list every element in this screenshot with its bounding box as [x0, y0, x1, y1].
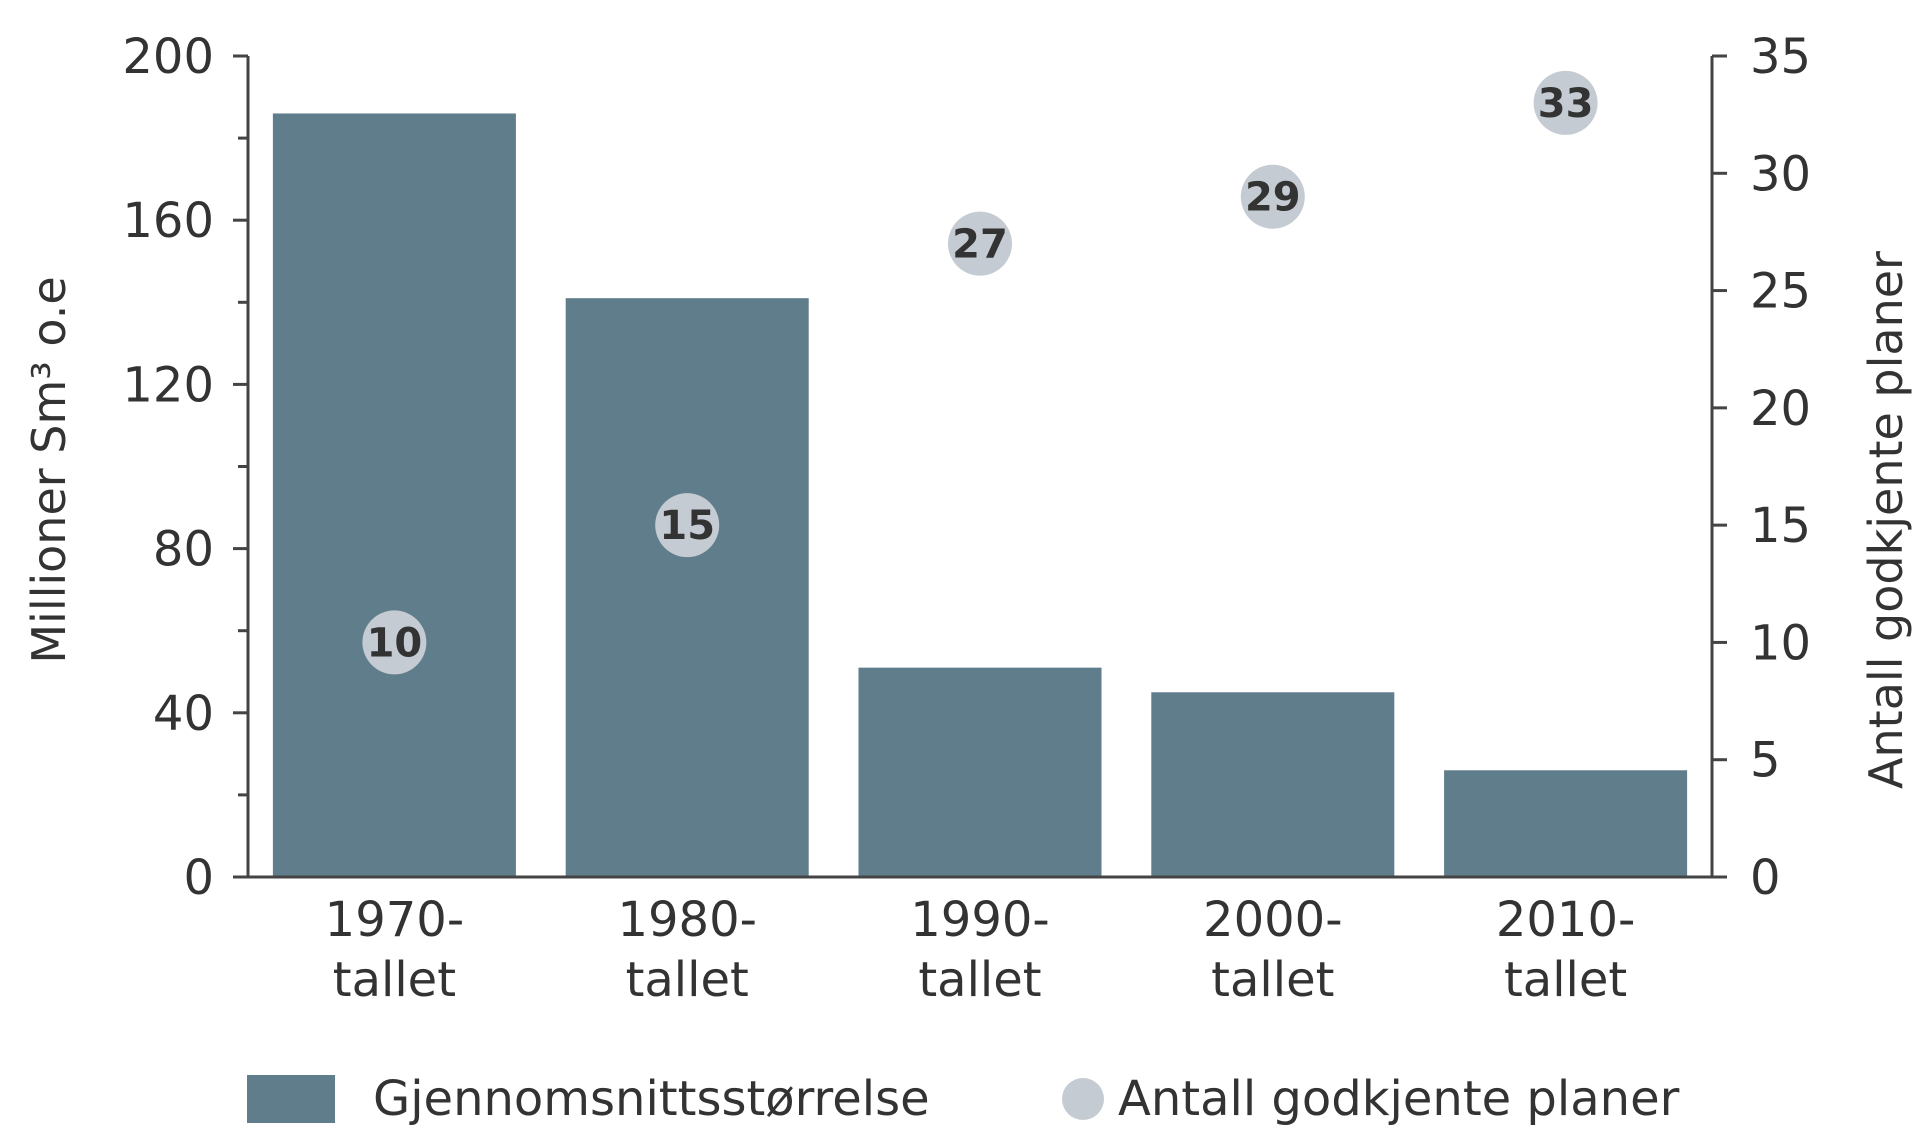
y-tick-label: 120: [122, 357, 214, 413]
y2-tick-label: 25: [1750, 264, 1811, 320]
x-tick-label: 2010-tallet: [1496, 892, 1635, 1008]
y-tick-label: 80: [153, 522, 214, 578]
x-tick-label: 1990-tallet: [910, 892, 1049, 1008]
bars-layer: [272, 113, 1688, 878]
x-tick-label: 1970-tallet: [325, 892, 464, 1008]
y2-tick-label: 30: [1750, 146, 1811, 202]
y2-tick-label: 20: [1750, 381, 1811, 437]
legend-swatch-bar: [247, 1075, 335, 1123]
point-label: 29: [1245, 175, 1301, 221]
y-tick-label: 200: [122, 29, 214, 85]
bar: [858, 667, 1102, 877]
y2-tick-label: 0: [1750, 850, 1781, 906]
point-label: 27: [952, 222, 1008, 268]
point-label: 10: [367, 620, 423, 666]
bar: [565, 298, 809, 877]
legend-swatch-point: [1062, 1078, 1104, 1120]
point: [1533, 70, 1598, 135]
point: [362, 610, 427, 675]
x-tick-label-line: tallet: [1211, 952, 1334, 1008]
x-tick-label-line: 1970-: [325, 892, 464, 948]
y2-tick-label: 5: [1750, 733, 1781, 789]
bar: [1151, 692, 1395, 877]
legend-label-point: Antall godkjente planer: [1118, 1071, 1680, 1127]
x-tick-label-line: 1990-: [910, 892, 1049, 948]
y2-tick-label: 10: [1750, 615, 1811, 671]
x-tick-label-line: tallet: [918, 952, 1041, 1008]
legend: Gjennomsnittsstørrelse Antall godkjente …: [247, 1071, 1680, 1127]
axes-layer: 04080120160200051015202530351970-tallet1…: [122, 29, 1811, 1008]
y-axis-title: Millioner Sm³ o.e: [22, 276, 76, 663]
bar: [1444, 770, 1688, 877]
point-label: 15: [659, 503, 715, 549]
y-tick-label: 40: [153, 686, 214, 742]
y-tick-label: 0: [183, 850, 214, 906]
point: [948, 211, 1012, 276]
x-tick-label-line: 2000-: [1203, 892, 1342, 948]
y2-tick-label: 15: [1750, 498, 1811, 554]
x-tick-label: 1980-tallet: [617, 892, 756, 1008]
bar: [272, 113, 516, 878]
x-tick-label-line: tallet: [626, 952, 749, 1008]
y-axis-title-main: Millioner Sm³ o.e: [22, 276, 76, 663]
x-tick-label-line: 1980-: [617, 892, 756, 948]
x-tick-label: 2000-tallet: [1203, 892, 1342, 1008]
legend-label-bar: Gjennomsnittsstørrelse: [373, 1071, 930, 1127]
points-layer: 10 15 27 29 33: [362, 70, 1598, 675]
point: [1240, 164, 1305, 229]
y-tick-label: 160: [122, 193, 214, 249]
x-tick-label-line: tallet: [1504, 952, 1627, 1008]
y2-axis-title: Antall godkjente planer: [1859, 251, 1913, 789]
x-tick-label-line: 2010-: [1496, 892, 1635, 948]
y2-tick-label: 35: [1750, 29, 1811, 85]
point: [655, 493, 720, 558]
point-label: 33: [1538, 81, 1594, 127]
x-tick-label-line: tallet: [333, 952, 456, 1008]
